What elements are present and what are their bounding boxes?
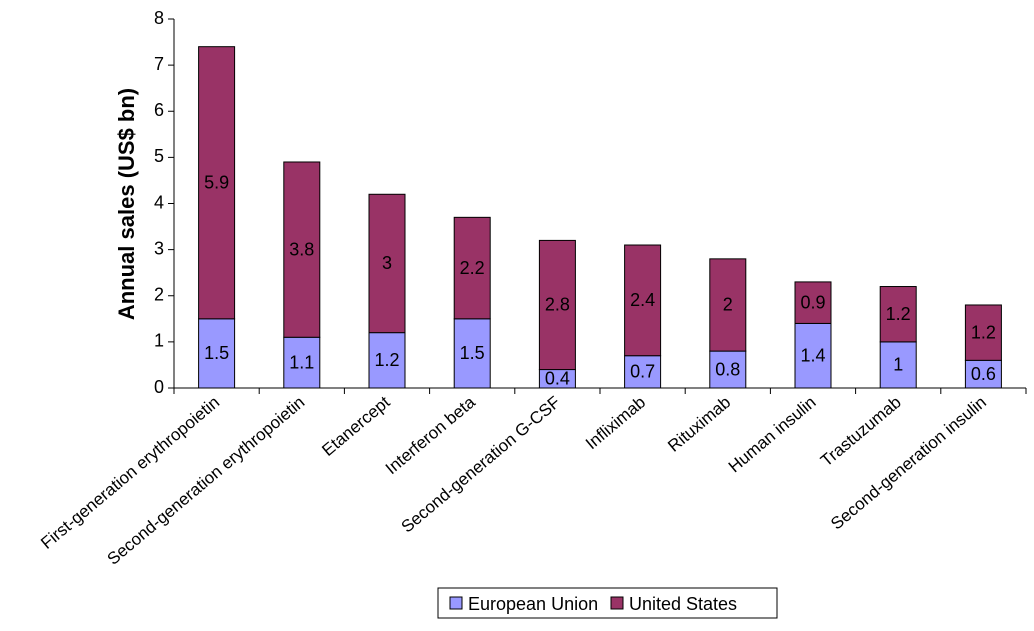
x-tick-label-first-generation-erythropoietin: First-generation erythropoietin bbox=[37, 393, 223, 553]
data-label-european-union-interferon-beta: 1.5 bbox=[460, 343, 485, 363]
data-label-united-states-trastuzumab: 1.2 bbox=[886, 304, 911, 324]
x-tick-label-rituximab: Rituximab bbox=[664, 393, 734, 456]
bar-european-union-rituximab bbox=[709, 350, 747, 389]
data-label-united-states-infliximab: 2.4 bbox=[630, 290, 655, 310]
y-tick-label-0: 0 bbox=[154, 377, 164, 397]
x-tick-label-trastuzumab: Trastuzumab bbox=[817, 393, 905, 471]
data-label-european-union-first-generation-erythropoietin: 1.5 bbox=[204, 343, 229, 363]
y-tick-label-5: 5 bbox=[154, 146, 164, 166]
y-tick-label-8: 8 bbox=[154, 8, 164, 28]
legend-swatch-european-union bbox=[449, 596, 463, 610]
x-tick-label-second-generation-insulin: Second-generation insulin bbox=[827, 393, 990, 534]
data-label-european-union-trastuzumab: 1 bbox=[893, 355, 903, 375]
data-label-united-states-interferon-beta: 2.2 bbox=[460, 258, 485, 278]
legend-label-european-union: European Union bbox=[468, 594, 598, 614]
y-tick-label-1: 1 bbox=[154, 331, 164, 351]
legend: European Union United States bbox=[437, 587, 778, 619]
data-label-european-union-second-generation-erythropoietin: 1.1 bbox=[289, 352, 314, 372]
data-label-european-union-second-generation-g-csf: 0.4 bbox=[545, 369, 570, 389]
data-label-united-states-first-generation-erythropoietin: 5.9 bbox=[204, 172, 229, 192]
y-tick-label-6: 6 bbox=[154, 100, 164, 120]
data-label-united-states-second-generation-insulin: 1.2 bbox=[971, 322, 996, 342]
bar-united-states-second-generation-insulin bbox=[964, 304, 1002, 361]
bar-united-states-first-generation-erythropoietin bbox=[198, 46, 236, 320]
bar-united-states-interferon-beta bbox=[453, 216, 491, 320]
x-ticks-group: First-generation erythropoietin Second-ge… bbox=[37, 388, 1027, 569]
bar-united-states-etanercept bbox=[368, 193, 406, 334]
bar-united-states-rituximab bbox=[709, 258, 747, 352]
x-tick-label-human-insulin: Human insulin bbox=[725, 393, 820, 477]
y-tick-label-2: 2 bbox=[154, 285, 164, 305]
bar-european-union-second-generation-insulin bbox=[964, 359, 1002, 389]
legend-label-united-states: United States bbox=[629, 594, 737, 614]
y-tick-label-3: 3 bbox=[154, 238, 164, 258]
data-label-european-union-second-generation-insulin: 0.6 bbox=[971, 364, 996, 384]
data-label-united-states-second-generation-g-csf: 2.8 bbox=[545, 295, 570, 315]
x-tick-label-etanercept: Etanercept bbox=[318, 392, 393, 460]
data-label-united-states-second-generation-erythropoietin: 3.8 bbox=[289, 239, 314, 259]
data-label-united-states-etanercept: 3 bbox=[382, 253, 392, 273]
legend-box bbox=[437, 587, 778, 619]
y-tick-label-4: 4 bbox=[154, 192, 164, 212]
x-tick-label-second-generation-g-csf: Second-generation G-CSF bbox=[398, 393, 564, 537]
bar-united-states-second-generation-g-csf bbox=[538, 239, 576, 371]
data-label-united-states-rituximab: 2 bbox=[723, 295, 733, 315]
bar-european-union-first-generation-erythropoietin bbox=[198, 318, 236, 389]
bar-united-states-infliximab bbox=[624, 244, 662, 357]
bar-united-states-second-generation-erythropoietin bbox=[283, 161, 321, 338]
x-tick-label-infliximab: Infliximab bbox=[582, 393, 649, 454]
bar-united-states-trastuzumab bbox=[879, 286, 917, 343]
data-label-european-union-infliximab: 0.7 bbox=[630, 362, 655, 382]
data-label-european-union-etanercept: 1.2 bbox=[374, 350, 399, 370]
bar-european-union-trastuzumab bbox=[879, 341, 917, 389]
y-tick-label-7: 7 bbox=[154, 54, 164, 74]
bars-group bbox=[198, 46, 1002, 389]
data-labels-group: 1.5 5.9 1.1 3.8 1.2 3 1.5 2.2 0.4 2.8 0.7 2.4 0.8 2 1.… bbox=[204, 172, 996, 388]
data-label-united-states-human-insulin: 0.9 bbox=[800, 292, 825, 312]
legend-swatch-united-states bbox=[610, 596, 624, 610]
data-label-european-union-rituximab: 0.8 bbox=[715, 359, 740, 379]
y-ticks-group: 0 1 2 3 4 5 6 7 8 bbox=[154, 8, 174, 397]
bar-united-states-human-insulin bbox=[794, 281, 832, 324]
data-label-european-union-human-insulin: 1.4 bbox=[800, 345, 825, 365]
y-axis-title: Annual sales (US$ bn) bbox=[114, 88, 139, 320]
